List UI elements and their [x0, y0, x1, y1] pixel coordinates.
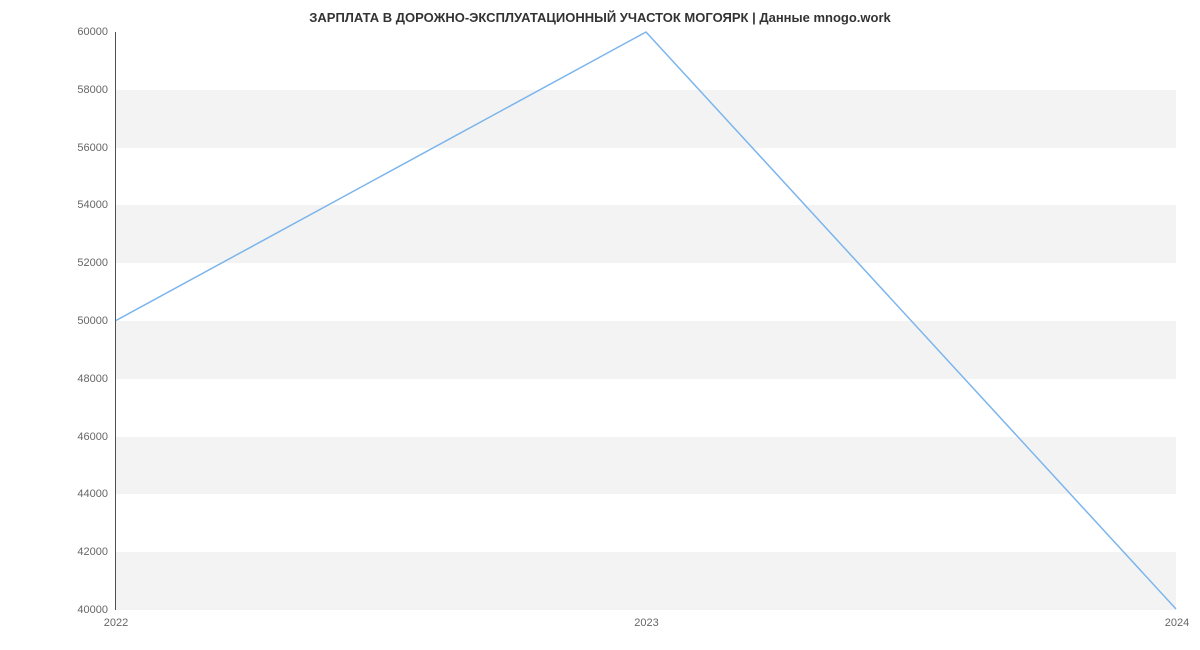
y-tick-label: 42000 [77, 546, 116, 558]
y-tick-label: 48000 [77, 373, 116, 385]
y-tick-label: 54000 [77, 199, 116, 211]
chart-title: ЗАРПЛАТА В ДОРОЖНО-ЭКСПЛУАТАЦИОННЫЙ УЧАС… [0, 10, 1200, 25]
y-tick-label: 60000 [77, 26, 116, 38]
plot-area: 4000042000440004600048000500005200054000… [115, 32, 1176, 610]
y-tick-label: 56000 [77, 142, 116, 154]
x-tick-label: 2024 [1165, 609, 1189, 629]
y-tick-label: 52000 [77, 257, 116, 269]
y-tick-label: 58000 [77, 84, 116, 96]
x-tick-label: 2022 [104, 609, 128, 629]
y-tick-label: 46000 [77, 431, 116, 443]
y-tick-label: 44000 [77, 488, 116, 500]
x-tick-label: 2023 [634, 609, 658, 629]
line-series-svg [116, 32, 1176, 609]
salary-line-chart: ЗАРПЛАТА В ДОРОЖНО-ЭКСПЛУАТАЦИОННЫЙ УЧАС… [0, 0, 1200, 650]
y-tick-label: 50000 [77, 315, 116, 327]
line-series-salary [116, 32, 1176, 609]
